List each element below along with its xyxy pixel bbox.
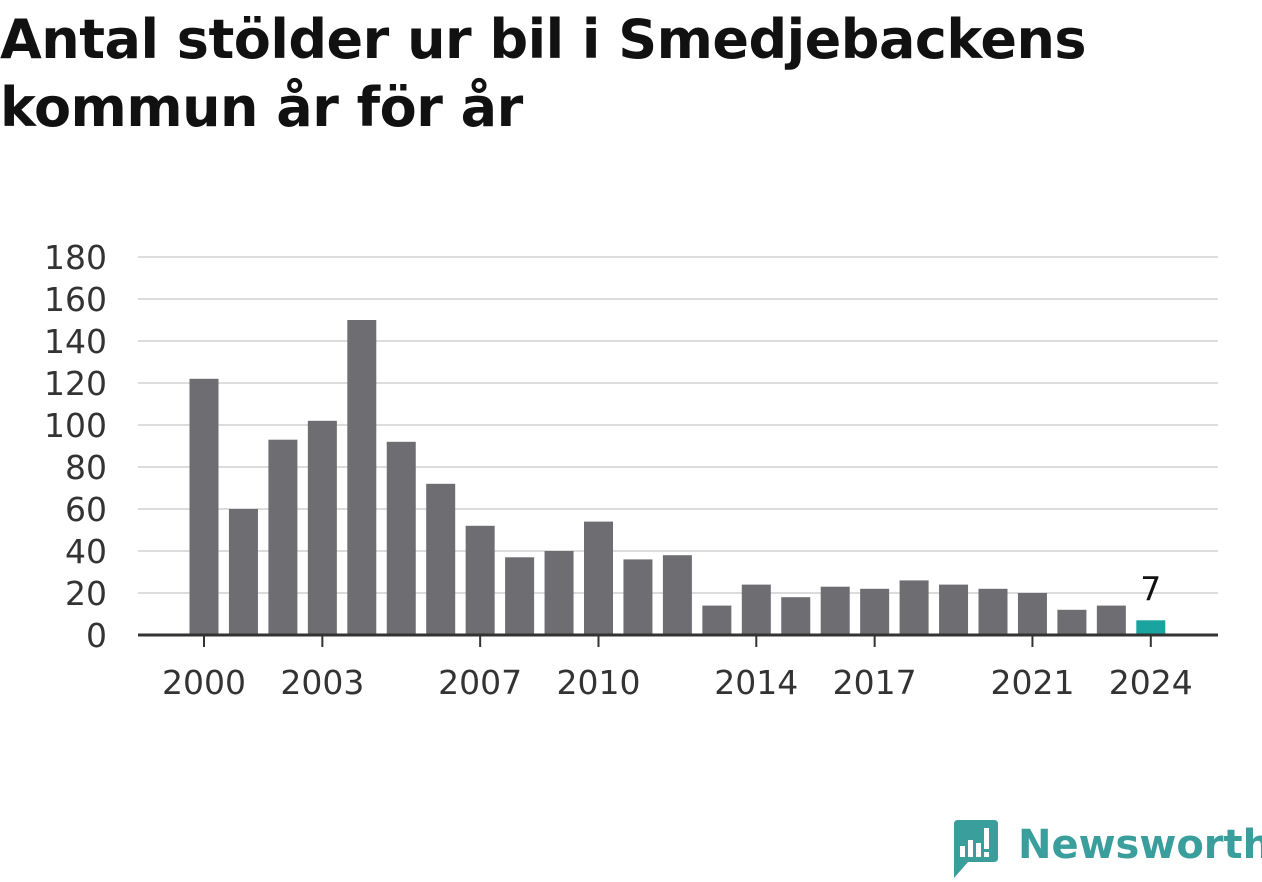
- logo-text: Newsworthy: [1018, 822, 1262, 868]
- y-tick-label: 100: [44, 406, 107, 445]
- bar: [623, 559, 653, 635]
- bar: [978, 588, 1008, 635]
- y-tick-label: 80: [65, 448, 107, 487]
- bar: [1017, 593, 1047, 635]
- x-tick-label: 2010: [557, 663, 641, 702]
- newsworthy-logo: Newsworthy: [950, 818, 1262, 880]
- chart-title: Antal stölder ur bil i Smedjebackens kom…: [0, 8, 1087, 139]
- y-tick-label: 140: [44, 322, 107, 361]
- bar-highlighted: [1136, 620, 1166, 635]
- y-tick-label: 60: [65, 490, 107, 529]
- bar: [820, 586, 850, 635]
- x-tick-label: 2017: [833, 663, 917, 702]
- axes: [138, 633, 1218, 647]
- bar: [505, 557, 535, 635]
- bar: [347, 320, 377, 635]
- y-tick-label: 0: [86, 616, 107, 655]
- bars: [189, 320, 1166, 635]
- bar: [465, 525, 495, 635]
- bar: [268, 439, 298, 635]
- bar: [860, 588, 890, 635]
- bar: [386, 441, 416, 635]
- x-tick-label: 2007: [438, 663, 522, 702]
- y-tick-label: 20: [65, 574, 107, 613]
- bar: [741, 584, 771, 635]
- bar: [544, 551, 574, 635]
- bar: [781, 597, 811, 635]
- newsworthy-chart-icon: [954, 820, 998, 878]
- gridlines: [138, 256, 1218, 594]
- bar: [899, 580, 929, 635]
- bar: [939, 584, 969, 635]
- y-tick-label: 180: [44, 238, 107, 277]
- x-tick-label: 2024: [1109, 663, 1193, 702]
- x-tick-label: 2021: [990, 663, 1074, 702]
- y-tick-label: 120: [44, 364, 107, 403]
- bar: [702, 605, 732, 635]
- bar: [307, 420, 337, 635]
- bar: [228, 509, 258, 635]
- bar: [1057, 609, 1087, 635]
- x-tick-label: 2014: [714, 663, 798, 702]
- y-tick-label: 160: [44, 280, 107, 319]
- x-tick-label: 2003: [280, 663, 364, 702]
- bar: [426, 483, 456, 635]
- bar: [189, 378, 219, 635]
- bar: [1096, 605, 1126, 635]
- bar: [662, 555, 692, 635]
- x-tick-label: 2000: [162, 663, 246, 702]
- y-tick-label: 40: [65, 532, 107, 571]
- data-label: 7: [1140, 569, 1161, 608]
- bar: [584, 521, 613, 635]
